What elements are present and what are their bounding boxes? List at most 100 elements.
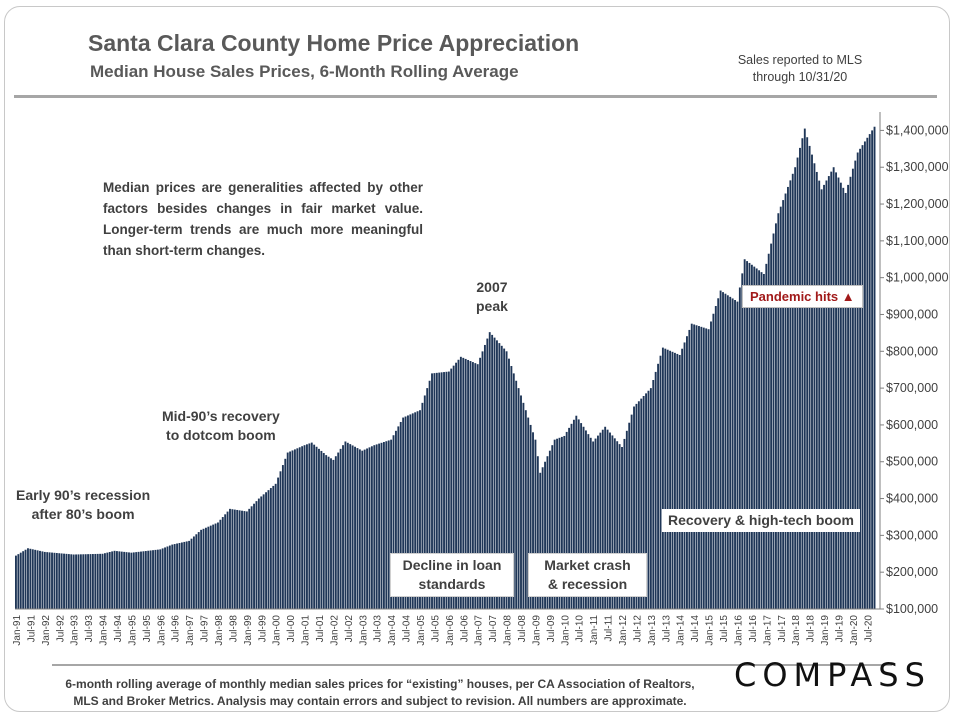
y-tick-label: $1,000,000 xyxy=(886,271,949,285)
price-bar xyxy=(192,536,195,609)
price-bar xyxy=(575,415,578,609)
early-90s-annotation: Early 90’s recession after 80’s boom xyxy=(10,484,157,526)
price-bar xyxy=(106,552,109,609)
bottom-divider xyxy=(52,664,892,666)
price-bar xyxy=(765,263,768,609)
price-bar xyxy=(161,548,164,609)
price-bar xyxy=(22,551,25,609)
price-bar xyxy=(628,422,631,609)
price-bar xyxy=(48,552,51,609)
price-bar xyxy=(248,508,251,609)
price-bar xyxy=(77,554,80,609)
x-tick-label: Jul-18 xyxy=(806,615,817,643)
price-bar xyxy=(423,395,426,609)
x-tick-label: Jan-05 xyxy=(416,615,427,646)
price-bar xyxy=(529,424,532,609)
price-bar xyxy=(479,357,482,609)
price-bar xyxy=(505,351,508,609)
price-bar xyxy=(589,437,592,609)
x-tick-label: Jan-10 xyxy=(560,615,571,646)
price-bar xyxy=(17,554,20,609)
mid-90s-line2: to dotcom boom xyxy=(166,427,276,443)
price-bar xyxy=(67,554,70,609)
x-tick-label: Jul-13 xyxy=(661,615,672,643)
price-bar xyxy=(520,395,522,609)
price-bar xyxy=(522,402,525,609)
price-bar xyxy=(536,456,539,609)
price-bar xyxy=(111,551,114,609)
price-bar xyxy=(597,435,599,609)
price-bar xyxy=(693,324,696,609)
x-tick-label: Jul-98 xyxy=(228,615,239,643)
price-bar xyxy=(837,177,840,609)
price-bar xyxy=(281,465,284,609)
price-bar xyxy=(313,444,316,609)
x-tick-label: Jan-06 xyxy=(445,615,456,646)
price-bar xyxy=(866,137,869,609)
price-bar xyxy=(568,427,571,609)
price-bar xyxy=(320,450,323,609)
crash-annotation: Market crash & recession xyxy=(528,553,647,597)
price-bar xyxy=(558,437,561,609)
price-bar xyxy=(419,410,421,609)
y-tick-label: $1,400,000 xyxy=(886,123,949,137)
price-bar xyxy=(402,417,405,609)
price-bar xyxy=(462,357,465,609)
price-bar xyxy=(702,327,705,609)
price-bar xyxy=(392,435,395,609)
x-tick-label: Jul-16 xyxy=(748,615,759,643)
price-bar xyxy=(705,328,708,609)
price-bar xyxy=(293,449,296,609)
decline-line2: standards xyxy=(418,576,486,592)
price-bar xyxy=(664,348,667,609)
price-bar xyxy=(681,348,684,609)
price-bar xyxy=(363,449,366,609)
price-bar xyxy=(652,380,655,609)
price-bar xyxy=(811,154,813,609)
price-bar xyxy=(553,439,556,609)
description-note: Median prices are generalities affected … xyxy=(103,177,423,261)
y-tick-label: $200,000 xyxy=(886,565,938,579)
price-bar xyxy=(156,549,159,609)
price-bar xyxy=(493,337,496,609)
x-tick-label: Jul-10 xyxy=(575,615,586,643)
x-tick-label: Jan-14 xyxy=(676,615,687,646)
price-bar xyxy=(87,554,90,609)
x-tick-label: Jul-92 xyxy=(55,615,66,643)
price-bar xyxy=(306,444,308,609)
price-bar xyxy=(296,448,299,609)
price-bar xyxy=(649,388,652,609)
price-bar xyxy=(219,519,222,609)
price-bar xyxy=(209,525,212,609)
price-bar xyxy=(318,448,320,609)
mid-90s-line1: Mid-90’s recovery xyxy=(162,408,280,424)
price-bar xyxy=(226,511,229,609)
decline-annotation: Decline in loan standards xyxy=(390,553,514,597)
x-tick-label: Jan-18 xyxy=(791,615,802,646)
x-tick-label: Jan-13 xyxy=(647,615,658,646)
price-bar xyxy=(291,450,294,609)
x-tick-label: Jul-02 xyxy=(344,615,355,643)
price-bar xyxy=(647,390,650,609)
price-bar xyxy=(397,426,400,609)
price-bar xyxy=(580,423,583,609)
price-bar xyxy=(686,336,688,609)
price-bar xyxy=(217,522,219,609)
price-bar xyxy=(140,551,142,609)
price-bar xyxy=(835,172,837,609)
price-bar xyxy=(657,363,660,609)
x-tick-label: Jul-19 xyxy=(834,615,845,643)
price-bar xyxy=(455,362,457,609)
price-bar xyxy=(799,147,801,609)
price-bar xyxy=(332,459,335,609)
price-bar xyxy=(188,540,191,609)
price-bar xyxy=(594,438,597,609)
price-bar xyxy=(779,206,782,610)
price-bar xyxy=(712,313,715,609)
y-tick-label: $1,300,000 xyxy=(886,160,949,174)
x-tick-label: Jul-97 xyxy=(200,615,211,643)
price-bar xyxy=(120,551,123,609)
price-bar xyxy=(767,253,770,610)
price-bar xyxy=(159,549,162,609)
price-bar xyxy=(183,541,186,609)
